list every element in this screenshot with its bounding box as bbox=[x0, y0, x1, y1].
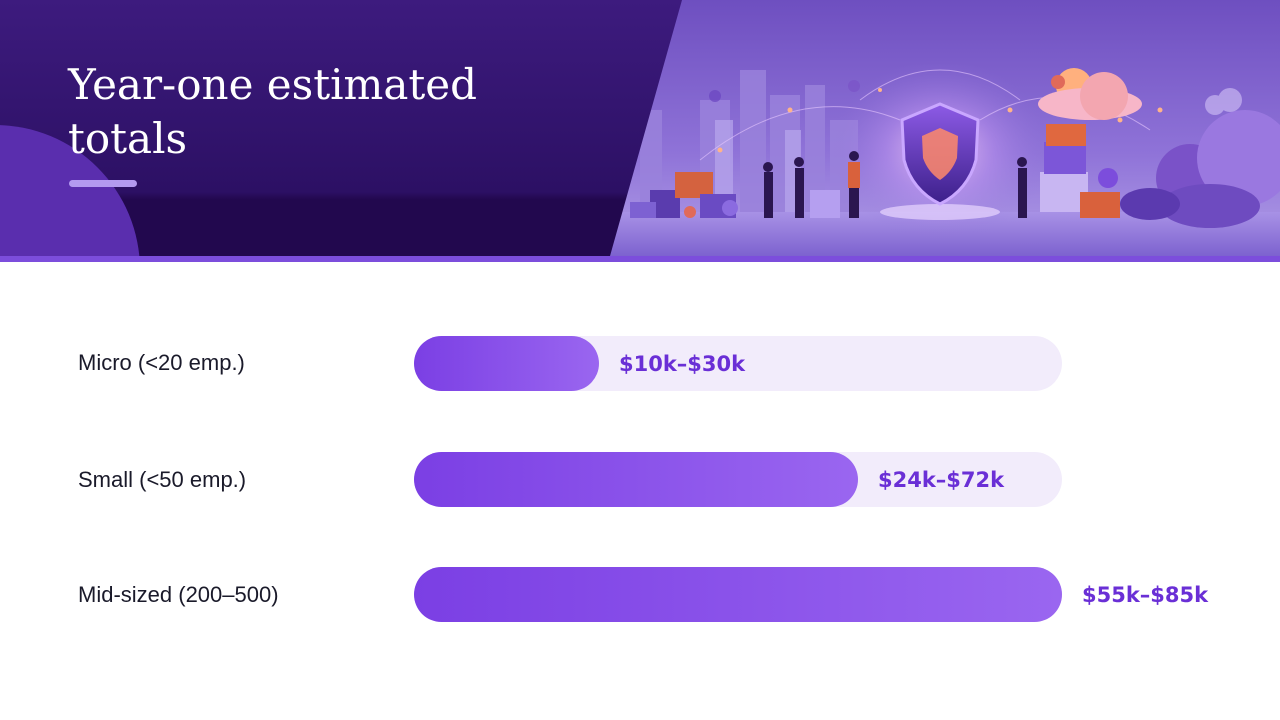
title-panel-shape bbox=[0, 0, 682, 256]
bar-small bbox=[414, 452, 858, 507]
page-title: Year-one estimated totals bbox=[68, 60, 477, 163]
shield-icon bbox=[900, 102, 980, 206]
value-label-micro: $10k–$30k bbox=[619, 352, 746, 376]
cyber-city-illustration bbox=[608, 0, 1280, 256]
bar-micro bbox=[414, 336, 599, 391]
cost-range-chart: Micro (<20 emp.) $10k–$30k Small (<50 em… bbox=[0, 262, 1280, 720]
category-label-micro: Micro (<20 emp.) bbox=[78, 350, 245, 375]
value-label-small: $24k–$72k bbox=[878, 468, 1005, 492]
category-label-mid-sized: Mid-sized (200–500) bbox=[78, 582, 279, 607]
value-label-mid-sized: $55k–$85k bbox=[1082, 583, 1209, 607]
title-underline bbox=[69, 180, 137, 187]
header-divider bbox=[0, 256, 1280, 262]
header-banner: Year-one estimated totals bbox=[0, 0, 1280, 262]
bar-mid-sized bbox=[414, 567, 1062, 622]
category-label-small: Small (<50 emp.) bbox=[78, 467, 247, 492]
